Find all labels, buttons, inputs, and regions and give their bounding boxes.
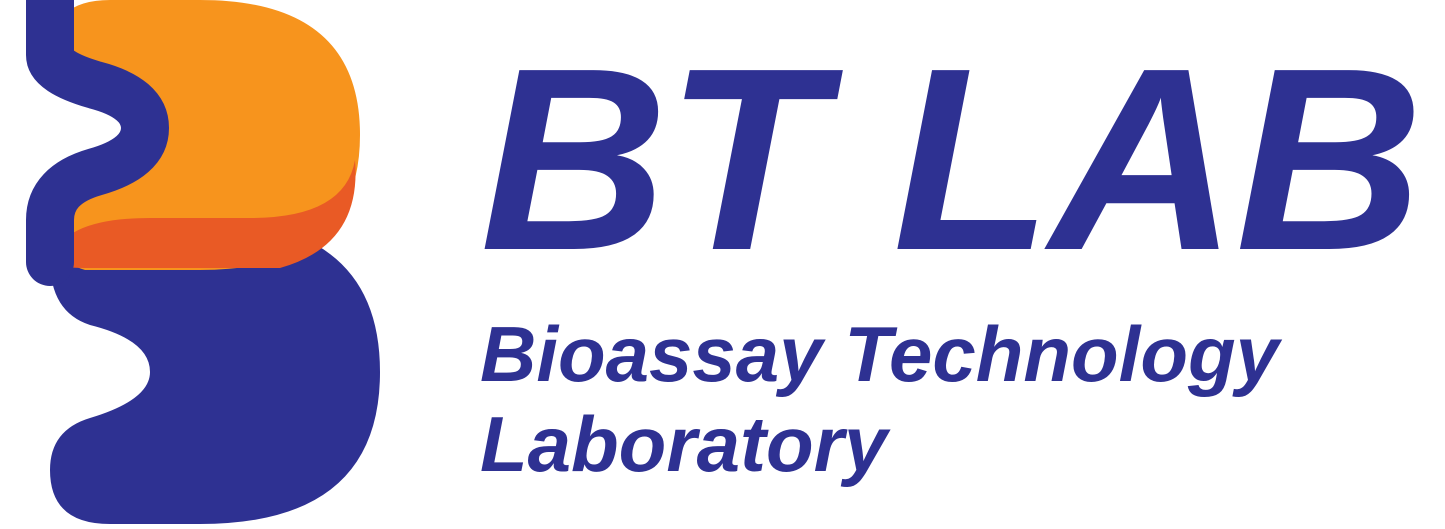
brand-main-title: BT LAB: [480, 30, 1421, 290]
logo-container: BT LAB Bioassay Technology Laboratory: [0, 0, 1445, 524]
logo-mark: [0, 0, 420, 524]
subtitle-line-2: Laboratory: [480, 400, 887, 488]
logo-text-block: BT LAB Bioassay Technology Laboratory: [420, 0, 1421, 489]
brand-subtitle: Bioassay Technology Laboratory: [480, 310, 1421, 489]
subtitle-line-1: Bioassay Technology: [480, 310, 1279, 398]
logo-b-icon: [0, 0, 420, 524]
